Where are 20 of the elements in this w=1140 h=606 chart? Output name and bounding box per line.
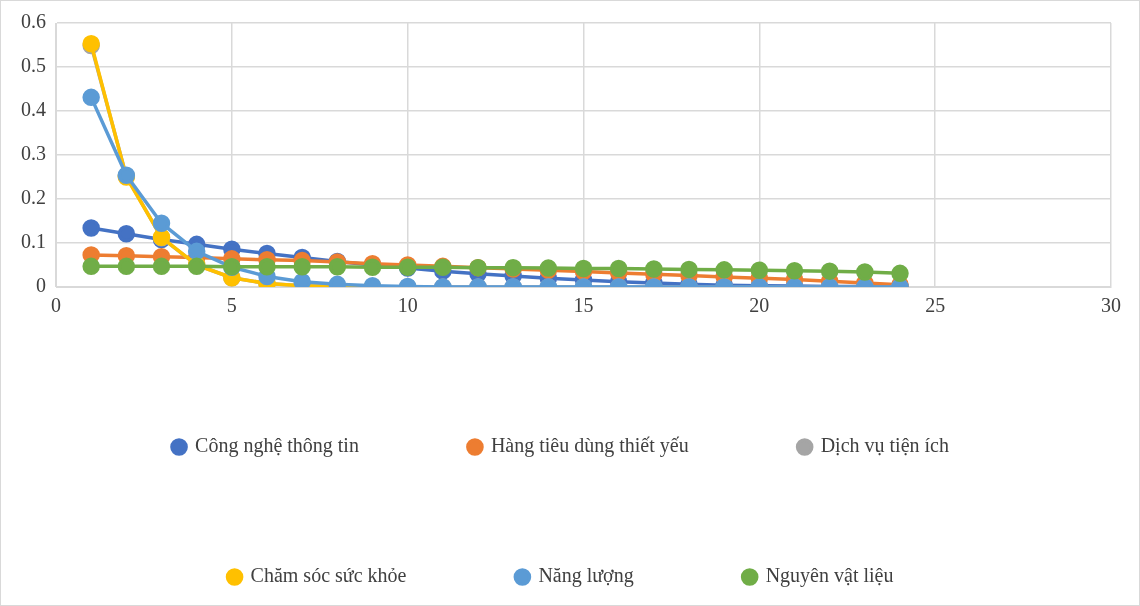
- x-tick-label: 25: [925, 294, 946, 317]
- x-tick-label: 15: [573, 294, 594, 317]
- x-tick-label: 10: [397, 294, 418, 317]
- x-tick-label: 0: [51, 294, 61, 317]
- legend-label: Hàng tiêu dùng thiết yếu: [490, 434, 689, 458]
- y-tick-label: 0.2: [21, 186, 46, 209]
- x-tick-label: 5: [226, 294, 237, 317]
- x-tick-label: 30: [1101, 294, 1121, 317]
- y-tick-label: 0.1: [21, 230, 46, 253]
- legend-label: Công nghệ thông tin: [195, 434, 359, 458]
- y-tick-label: 0.5: [21, 54, 46, 77]
- y-tick-label: 0.6: [21, 10, 46, 33]
- legend-label: Chăm sóc sức khỏe: [250, 564, 407, 587]
- legend-label: Năng lượng: [538, 564, 634, 588]
- legend-label: Dịch vụ tiện ích: [820, 434, 949, 457]
- legend-label: Nguyên vật liệu: [765, 564, 894, 588]
- x-tick-label: 20: [749, 294, 770, 317]
- y-tick-label: 0.4: [21, 98, 46, 121]
- y-tick-label: 0: [36, 274, 46, 297]
- y-tick-label: 0.3: [21, 142, 46, 165]
